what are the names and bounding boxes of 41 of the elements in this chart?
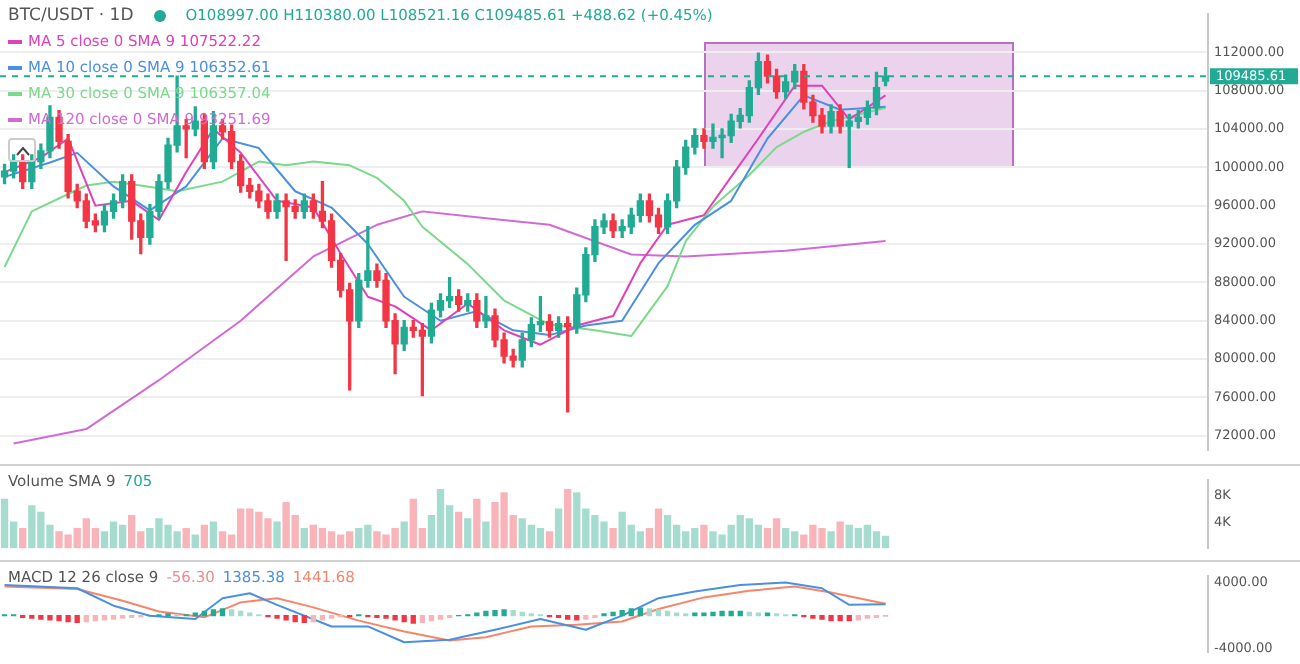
bar bbox=[273, 521, 281, 549]
bar bbox=[191, 534, 199, 549]
bar bbox=[536, 528, 545, 549]
bar bbox=[473, 498, 481, 549]
bar bbox=[327, 531, 336, 549]
bar bbox=[218, 531, 227, 549]
bar bbox=[609, 528, 617, 549]
bar bbox=[863, 524, 872, 549]
bar bbox=[0, 498, 9, 549]
bar bbox=[128, 514, 136, 549]
bar bbox=[836, 521, 844, 549]
bar bbox=[118, 524, 127, 549]
bar bbox=[209, 521, 218, 549]
bar bbox=[482, 521, 490, 549]
bar bbox=[336, 534, 345, 549]
bar bbox=[318, 528, 327, 549]
bar bbox=[554, 508, 563, 549]
bar bbox=[182, 528, 190, 549]
bar bbox=[700, 524, 708, 549]
bar bbox=[436, 488, 445, 549]
bar bbox=[400, 521, 408, 549]
bar bbox=[827, 531, 835, 549]
bar bbox=[772, 518, 781, 549]
bar bbox=[200, 524, 209, 549]
bar bbox=[754, 524, 763, 549]
bar bbox=[654, 508, 663, 549]
bar bbox=[19, 528, 27, 549]
bar bbox=[872, 531, 881, 549]
bar bbox=[573, 492, 581, 549]
chart-title: BTC/USDT · 1D bbox=[8, 4, 134, 28]
bar bbox=[300, 528, 308, 549]
bar bbox=[636, 531, 644, 549]
bar bbox=[781, 528, 790, 549]
bar bbox=[109, 521, 118, 549]
bar bbox=[545, 531, 554, 549]
bar bbox=[663, 514, 672, 549]
bar bbox=[309, 524, 318, 549]
bar bbox=[464, 518, 472, 549]
bar bbox=[564, 488, 572, 549]
bar bbox=[881, 535, 890, 549]
bar bbox=[455, 511, 463, 549]
